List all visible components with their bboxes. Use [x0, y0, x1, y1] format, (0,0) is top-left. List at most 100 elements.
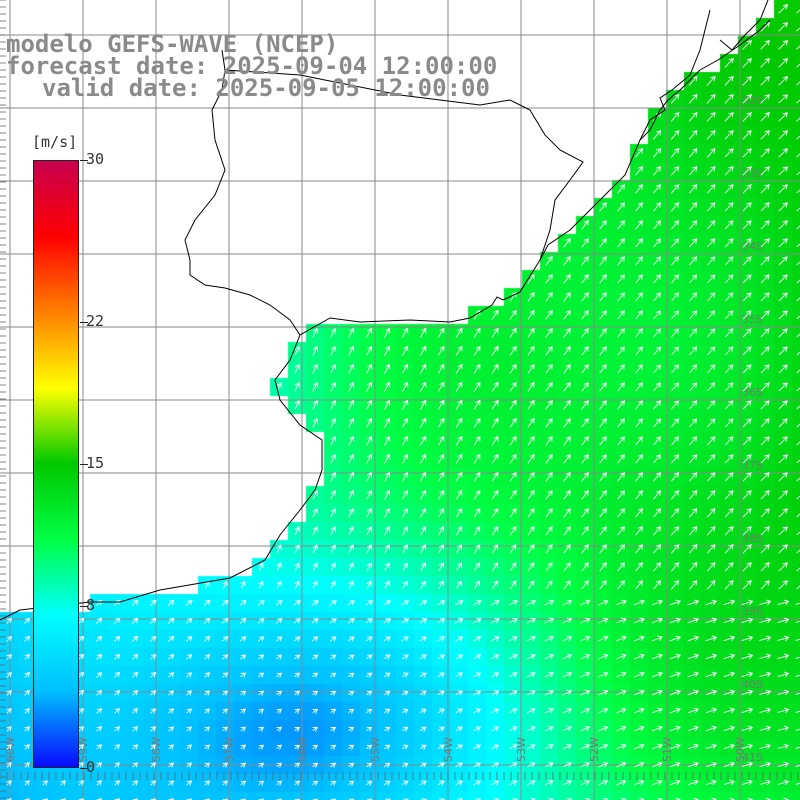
wind-arrow [795, 782, 800, 785]
wind-arrow [330, 490, 336, 500]
wind-arrow [581, 382, 589, 392]
longitude-label: 59W [77, 737, 90, 762]
wind-arrow [131, 617, 139, 624]
wind-arrow [687, 635, 700, 642]
wind-arrow [544, 780, 554, 786]
wind-arrow [419, 780, 427, 786]
wind-arrow [598, 689, 609, 696]
wind-arrow [670, 490, 680, 500]
wind-arrow [114, 744, 121, 750]
wind-arrow [544, 672, 554, 678]
wind-arrow [401, 672, 409, 678]
wind-arrow [688, 436, 698, 446]
wind-arrow [778, 40, 789, 50]
wind-arrow [689, 292, 698, 302]
wind-arrow [545, 454, 553, 464]
wind-arrow [599, 382, 607, 392]
wind-arrow [419, 708, 427, 714]
wind-arrow [688, 256, 698, 266]
wind-arrow [741, 599, 754, 606]
wind-arrow [635, 220, 644, 230]
wind-arrow [599, 544, 607, 554]
wind-arrow [293, 618, 301, 624]
wind-arrow [617, 382, 625, 392]
wind-arrow [330, 544, 336, 554]
wind-arrow [742, 544, 752, 554]
wind-arrow [563, 436, 571, 446]
wind-arrow [419, 636, 428, 642]
wind-arrow [294, 744, 300, 750]
wind-arrow [669, 743, 681, 750]
wind-arrow [742, 238, 752, 248]
wind-arrow [6, 744, 12, 750]
wind-arrow [742, 364, 752, 374]
wind-arrow [581, 238, 589, 248]
wind-arrow [705, 689, 718, 696]
wind-arrow [366, 490, 373, 500]
wind-arrow [671, 436, 680, 446]
wind-arrow [653, 364, 662, 374]
wind-arrow [455, 363, 463, 374]
wind-arrow [689, 346, 698, 356]
wind-arrow [688, 166, 698, 176]
wind-arrow [96, 672, 103, 678]
wind-arrow [778, 364, 788, 374]
wind-arrow [185, 618, 193, 624]
wind-arrow [222, 672, 229, 678]
wind-arrow [724, 274, 734, 284]
latitude-label: 41S [742, 751, 763, 764]
wind-arrow [724, 382, 734, 392]
wind-arrow [437, 435, 445, 446]
wind-arrow [366, 672, 373, 678]
wind-arrow [616, 671, 627, 678]
wind-arrow [562, 617, 573, 624]
wind-arrow [491, 508, 499, 518]
wind-arrow [688, 472, 698, 482]
wind-arrow [330, 708, 337, 714]
wind-arrow [741, 635, 754, 642]
wind-arrow [24, 635, 30, 642]
wind-arrow [671, 418, 680, 428]
wind-arrow [348, 526, 354, 536]
wind-arrow [473, 526, 481, 536]
wind-arrow [527, 526, 535, 536]
wind-arrow [113, 599, 121, 606]
wind-arrow [759, 743, 772, 750]
wind-arrow [437, 726, 445, 732]
wind-arrow [293, 636, 301, 642]
wind-arrow [526, 617, 537, 624]
wind-arrow [581, 544, 589, 554]
wind-arrow [402, 544, 408, 554]
wind-arrow [366, 327, 373, 338]
wind-arrow [222, 726, 228, 732]
wind-arrow [651, 653, 663, 660]
wind-arrow [455, 672, 464, 678]
colorbar-tick-label: 15 [86, 454, 105, 472]
longitude-label: 53W [515, 737, 528, 762]
wind-arrow [635, 346, 643, 356]
wind-arrow [348, 435, 355, 446]
wind-arrow [795, 638, 800, 641]
wind-arrow [311, 618, 319, 624]
wind-arrow [508, 599, 518, 606]
wind-arrow [724, 364, 734, 374]
colorbar-tick [80, 768, 88, 769]
wind-arrow [366, 399, 373, 410]
wind-arrow [419, 672, 427, 678]
wind-arrow [633, 707, 645, 714]
wind-arrow [383, 600, 392, 606]
wind-arrow [706, 454, 716, 464]
wind-arrow [527, 345, 535, 356]
wind-arrow [741, 653, 754, 660]
wind-arrow [778, 400, 788, 410]
wind-arrow [186, 708, 193, 714]
wind-arrow [778, 112, 788, 122]
wind-arrow [258, 762, 264, 768]
wind-arrow [348, 399, 355, 410]
wind-arrow [706, 112, 716, 122]
wind-arrow [438, 526, 445, 536]
wind-arrow [383, 618, 392, 624]
wind-arrow [724, 310, 734, 320]
wind-arrow [384, 708, 391, 714]
wind-arrow [545, 418, 553, 428]
